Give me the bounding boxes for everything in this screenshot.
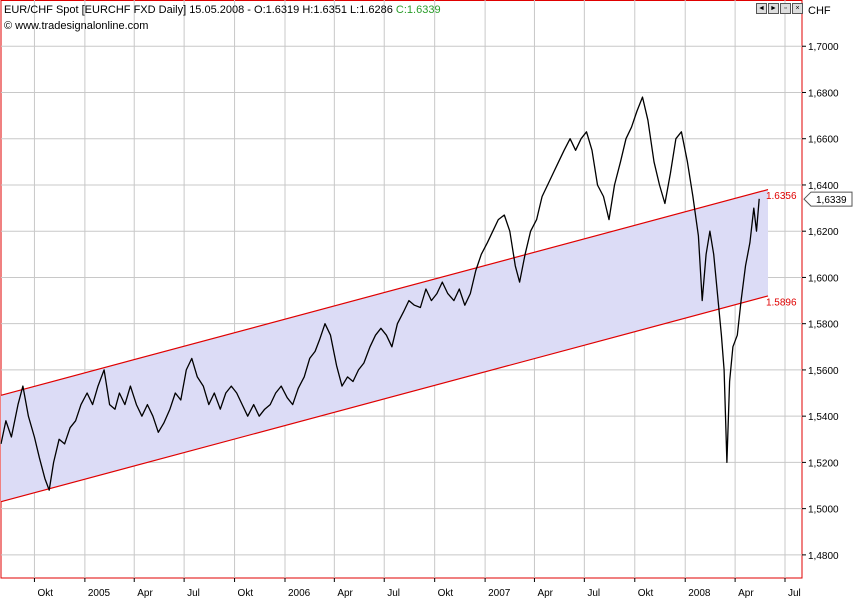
y-tick-label: 1,6000 [808,273,839,284]
y-tick-label: 1,5400 [808,412,839,423]
x-tick-label: Jul [788,588,801,599]
y-tick-label: 1,5000 [808,505,839,516]
y-tick-label: 1,7000 [808,42,839,53]
last-value-label: 1,6339 [816,195,847,206]
scroll-right-icon[interactable]: ► [768,3,779,14]
x-tick-label: Okt [37,588,53,599]
y-tick-label: 1,4800 [808,551,839,562]
channel-upper-line [0,189,769,396]
axis-unit: CHF [808,5,831,17]
x-tick-label: 2005 [88,588,111,599]
scroll-left-icon[interactable]: ◄ [756,3,767,14]
x-tick-label: Okt [238,588,254,599]
price-series-line [0,96,760,491]
y-tick-label: 1,5600 [808,366,839,377]
x-tick-label: Okt [638,588,654,599]
x-tick-label: Apr [738,588,754,599]
y-tick-label: 1,6400 [808,181,839,192]
last-value-marker [803,191,853,207]
x-axis: Okt 2005 Apr Jul Okt 2006 Apr Jul Okt 2007 Apr Jul O… [33,578,801,599]
price-annotation: 1.6356 [766,191,797,202]
chart-title: EUR/CHF Spot [EURCHF FXD Daily] 15.05.20… [4,4,441,16]
channel-lower-line [0,295,769,503]
annotation-layer: 1.6356 1.5896 [766,191,797,308]
y-axis: 1,4800 1,5000 1,5200 1,5400 1,5600 1,5800 1,60… [802,42,853,562]
close-value: C:1.6339 [395,4,441,16]
x-tick-label: Apr [337,588,353,599]
x-tick-label: Apr [137,588,153,599]
y-tick-label: 1,6200 [808,227,839,238]
x-tick-label: Jul [587,588,600,599]
x-tick-label: Jul [387,588,400,599]
source-text: www.tradesignalonline.com [15,20,149,32]
x-tick-label: Apr [537,588,553,599]
y-tick-label: 1,5800 [808,320,839,331]
restore-icon[interactable]: ▫ [780,3,791,14]
close-icon[interactable]: × [792,3,803,14]
channel-band [1,189,769,502]
y-tick-label: 1,6600 [808,135,839,146]
y-tick-label: 1,5200 [808,458,839,469]
x-tick-label: 2007 [488,588,511,599]
window-controls: ◄ ► ▫ × [756,3,803,14]
title-text: EUR/CHF Spot [EURCHF FXD Daily] 15.05.20… [4,4,396,16]
y-tick-label: 1,6800 [808,88,839,99]
price-annotation: 1.5896 [766,297,797,308]
x-tick-label: 2008 [688,588,711,599]
x-tick-label: Okt [438,588,454,599]
source-label: © www.tradesignalonline.com [4,20,148,32]
x-tick-label: 2006 [288,588,311,599]
copyright-icon: © [4,20,13,32]
x-tick-label: Jul [187,588,200,599]
